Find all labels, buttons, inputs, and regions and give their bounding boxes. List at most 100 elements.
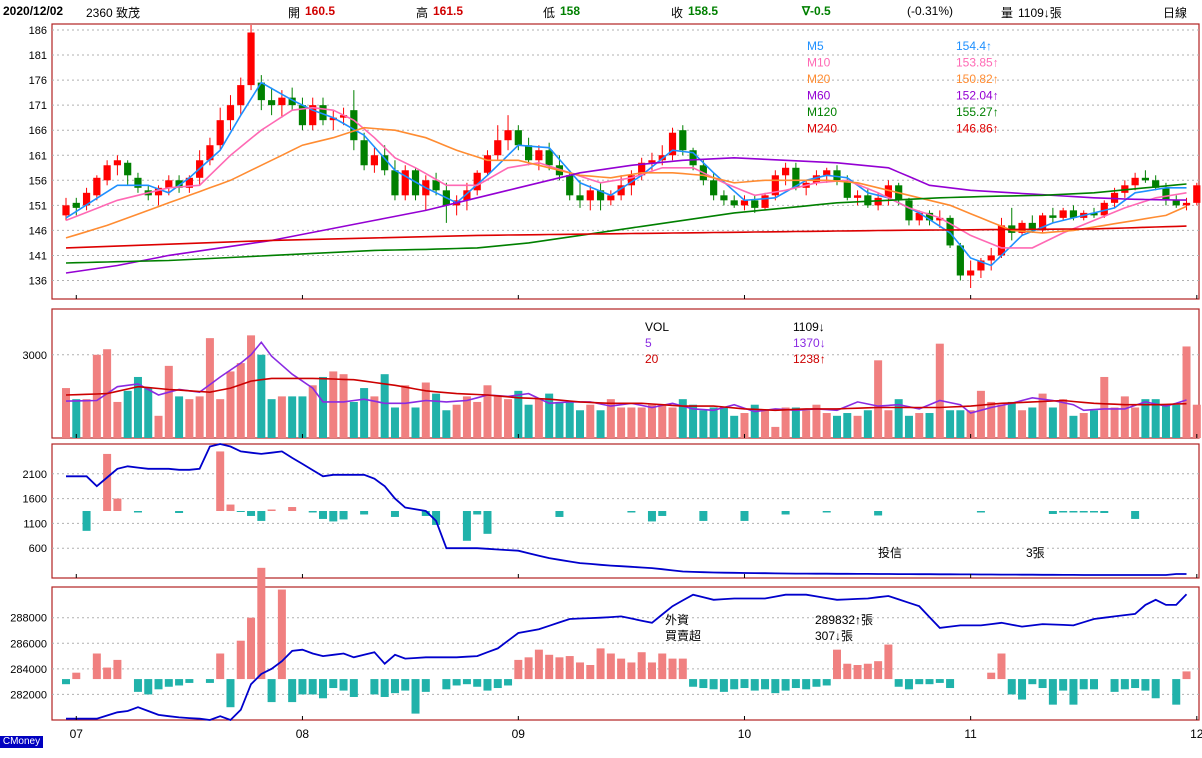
- candle-body: [566, 175, 574, 196]
- trust-bar: [329, 511, 338, 522]
- volume-bar: [462, 396, 471, 438]
- foreign-bar: [257, 567, 266, 680]
- volume-bar: [524, 404, 533, 438]
- candle-body: [740, 200, 749, 206]
- volume-bar: [1172, 404, 1181, 438]
- volume-bar: [133, 376, 142, 438]
- foreign-bar: [205, 679, 214, 683]
- foreign-tick-label: 286000: [10, 638, 47, 650]
- volume-bar: [863, 410, 872, 438]
- trust-bar: [473, 511, 482, 515]
- foreign-bar: [617, 658, 626, 680]
- foreign-tick-label: 288000: [10, 613, 47, 625]
- candle-body: [586, 190, 594, 201]
- candle-body: [1028, 222, 1036, 231]
- volume-bar: [1090, 410, 1098, 438]
- volume-bar: [987, 401, 996, 438]
- foreign-bar: [565, 656, 574, 680]
- candle-body: [154, 187, 163, 196]
- trust-bar: [308, 511, 317, 513]
- volume-bar: [956, 410, 965, 438]
- foreign-bar: [401, 679, 410, 691]
- foreign-bar: [483, 679, 492, 691]
- candle-body: [483, 155, 492, 173]
- candle-body: [720, 195, 728, 201]
- foreign-bar: [668, 658, 677, 680]
- candle-body: [648, 160, 656, 163]
- foreign-bar: [627, 662, 636, 680]
- foreign-bar: [997, 653, 1006, 680]
- candle-body: [1049, 215, 1057, 218]
- candle-body: [247, 32, 255, 86]
- candle-body: [350, 110, 358, 141]
- volume-label: 量: [1001, 6, 1014, 20]
- volume-bar: [216, 399, 225, 438]
- volume-bar: [555, 401, 564, 438]
- volume-bar: [874, 360, 883, 438]
- volume-bar: [1079, 413, 1088, 438]
- volume-bar: [761, 410, 770, 438]
- candle-body: [607, 195, 615, 201]
- candle-body: [494, 140, 502, 156]
- candle-body: [401, 170, 409, 196]
- ma-line-m10: [65, 106, 1187, 249]
- foreign-bar: [288, 679, 297, 703]
- foreign-bar: [884, 644, 893, 680]
- foreign-bar: [534, 649, 543, 680]
- candle-body: [853, 195, 862, 198]
- foreign-bar: [493, 679, 502, 689]
- change-percent: (-0.31%): [907, 4, 954, 18]
- volume-bar: [627, 407, 636, 438]
- volume-bar: [812, 404, 821, 438]
- month-label: 09: [512, 727, 526, 741]
- volume-bar: [1059, 399, 1068, 438]
- price-tick-label: 161: [29, 150, 47, 162]
- foreign-bar: [658, 653, 667, 680]
- candle-body: [360, 140, 368, 166]
- volume-bar: [401, 385, 410, 438]
- foreign-bar: [411, 679, 420, 714]
- ma-line-m120: [65, 183, 1187, 264]
- foreign-bar: [1038, 679, 1047, 689]
- trust-bar: [113, 498, 122, 511]
- volume-bar: [339, 374, 348, 438]
- volume-bar: [802, 410, 811, 438]
- foreign-bar: [894, 679, 903, 687]
- close-value: 158.5: [688, 4, 719, 18]
- volume-ma-legend-value: 1370↓: [793, 336, 826, 350]
- candle-body: [987, 255, 995, 261]
- trust-bar: [658, 511, 667, 516]
- foreign-bar: [545, 654, 554, 680]
- candle-body: [977, 260, 985, 271]
- volume-bar: [884, 410, 893, 438]
- volume-bar: [596, 410, 605, 438]
- foreign-bar: [524, 657, 533, 680]
- volume-bar: [791, 407, 800, 438]
- price-tick-label: 176: [29, 75, 47, 87]
- volume-bar: [534, 399, 543, 438]
- volume-bar: [319, 376, 327, 438]
- trust-bar: [82, 511, 91, 531]
- foreign-bar: [791, 679, 800, 689]
- quote-header: 2020/12/02 2360 致茂 開 160.5 高 161.5 低 158…: [0, 0, 1202, 22]
- foreign-bar: [1028, 679, 1037, 685]
- trust-bar: [257, 511, 266, 521]
- foreign-bar: [925, 679, 934, 685]
- price-tick-label: 146: [29, 225, 47, 237]
- volume-bar: [195, 396, 204, 438]
- ma-legend-value: 155.27↑: [956, 105, 999, 119]
- candle-body: [545, 150, 553, 166]
- volume-bar: [709, 407, 718, 438]
- foreign-bar: [555, 657, 564, 680]
- volume-bar: [740, 413, 749, 438]
- volume-bar: [72, 399, 81, 438]
- foreign-bar: [462, 679, 471, 685]
- candle-body: [884, 185, 892, 198]
- foreign-bar: [144, 679, 153, 695]
- foreign-bar: [514, 659, 523, 680]
- volume-bar: [144, 388, 153, 438]
- foreign-bar: [781, 679, 790, 691]
- volume-bar: [82, 399, 91, 438]
- candle-body: [812, 175, 821, 183]
- volume-legend-value: 1109↓: [793, 320, 825, 334]
